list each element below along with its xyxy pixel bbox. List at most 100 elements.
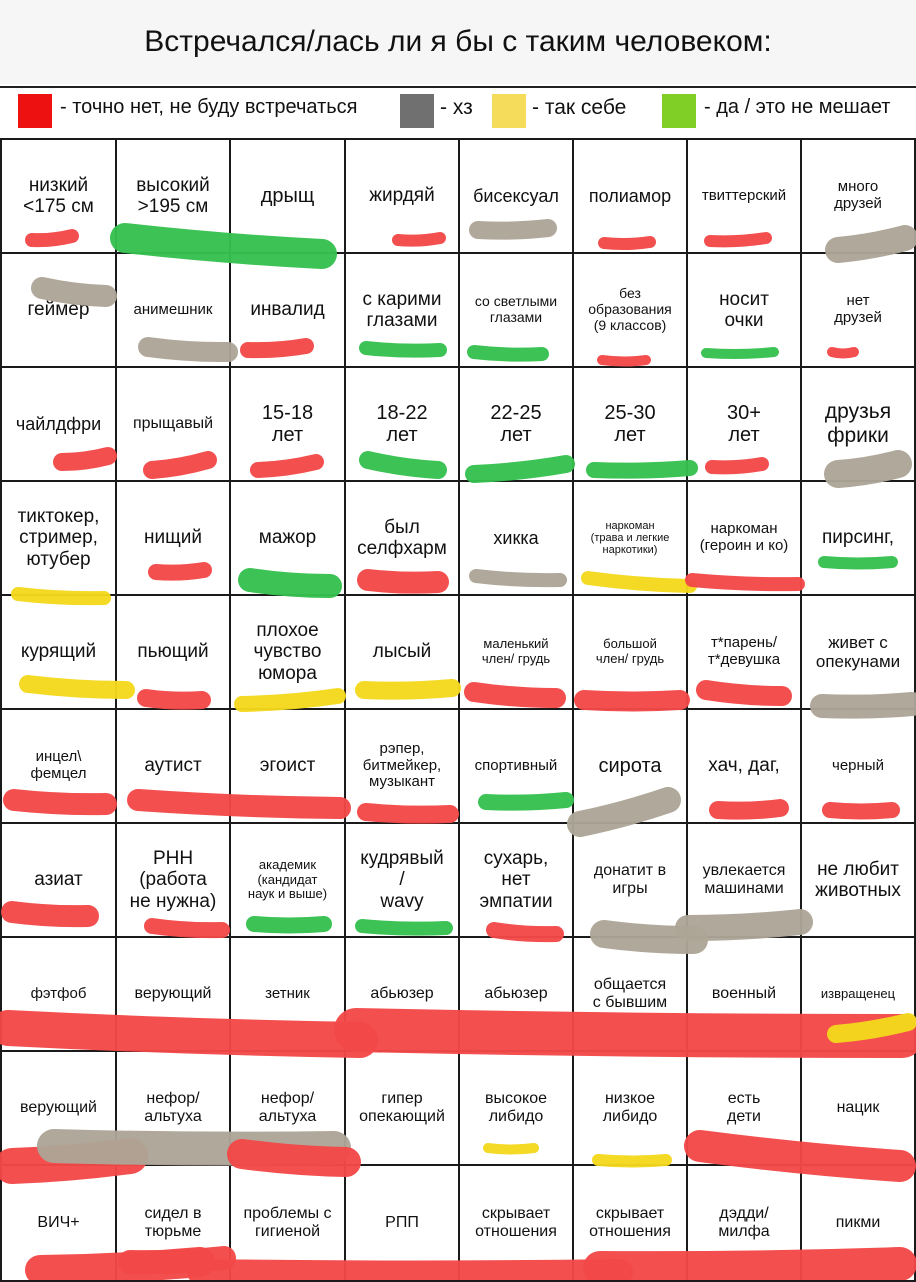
cell-label: черный bbox=[832, 756, 884, 774]
cell-label: нет друзей bbox=[834, 292, 882, 326]
cell-label: низкий <175 см bbox=[23, 174, 94, 217]
grid-cell: аутист bbox=[115, 708, 231, 824]
cell-label: бисексуал bbox=[473, 185, 559, 206]
cell-label: сидел в тюрьме bbox=[144, 1205, 202, 1240]
grid-cell: хач, даг, bbox=[686, 708, 802, 824]
grid-cell: 30+ лет bbox=[686, 366, 802, 482]
cell-label: с карими глазами bbox=[362, 288, 442, 331]
cell-label: большой член/ грудь bbox=[595, 636, 665, 666]
cell-label: хач, даг, bbox=[708, 755, 780, 777]
cell-label: верующий bbox=[134, 985, 212, 1003]
cell-label: дрыщ bbox=[260, 184, 315, 207]
cell-label: носит очки bbox=[719, 288, 769, 331]
cell-label: аутист bbox=[144, 755, 202, 777]
cell-label: без образования (9 классов) bbox=[588, 285, 672, 333]
grid-cell: пирсинг, bbox=[800, 480, 916, 596]
grid-cell: был селфхарм bbox=[344, 480, 460, 596]
grid-cell: нет друзей bbox=[800, 252, 916, 368]
grid-cell: скрывает отношения bbox=[572, 1164, 688, 1282]
grid-cell: сухарь, нет эмпатии bbox=[458, 822, 574, 938]
grid-cell: нефор/ альтуха bbox=[229, 1050, 346, 1166]
legend: - точно нет, не буду встречаться - хз - … bbox=[0, 86, 916, 140]
grid-cell: геймер bbox=[0, 252, 117, 368]
legend-label-meh: - так себе bbox=[532, 96, 627, 119]
grid-cell: проблемы с гигиеной bbox=[229, 1164, 346, 1282]
cell-label: друзья фрики bbox=[824, 400, 892, 447]
grid-cell: прыщавый bbox=[115, 366, 231, 482]
grid-cell: донатит в игры bbox=[572, 822, 688, 938]
cell-label: 15-18 лет bbox=[261, 401, 314, 446]
grid-cell: пьющий bbox=[115, 594, 231, 710]
cell-label: высокий >195 см bbox=[136, 174, 210, 217]
grid-cell: низкое либидо bbox=[572, 1050, 688, 1166]
cell-label: много друзей bbox=[834, 178, 882, 212]
cell-label: нищий bbox=[144, 527, 202, 549]
legend-label-unsure: - хз bbox=[440, 96, 473, 119]
grid-cell: абьюзер bbox=[458, 936, 574, 1052]
grid-cell: сирота bbox=[572, 708, 688, 824]
cell-label: прыщавый bbox=[132, 415, 214, 433]
cell-label: жирдяй bbox=[369, 185, 435, 207]
cell-label: военный bbox=[711, 985, 777, 1003]
grid-cell: РПП bbox=[344, 1164, 460, 1282]
grid-cell: гипер опекающий bbox=[344, 1050, 460, 1166]
grid-cell: фэтфоб bbox=[0, 936, 117, 1052]
grid-cell: со светлыми глазами bbox=[458, 252, 574, 368]
grid-cell: верующий bbox=[115, 936, 231, 1052]
cell-label: извращенец bbox=[820, 985, 896, 1001]
cell-label: дэдди/ милфа bbox=[718, 1205, 770, 1240]
cell-label: сирота bbox=[598, 754, 662, 777]
grid-cell: бисексуал bbox=[458, 138, 574, 254]
grid-cell: лысый bbox=[344, 594, 460, 710]
grid-cell: 22-25 лет bbox=[458, 366, 574, 482]
grid-cell: наркоман (героин и ко) bbox=[686, 480, 802, 596]
grid-cell: полиамор bbox=[572, 138, 688, 254]
grid-cell: РНН (работа не нужна) bbox=[115, 822, 231, 938]
grid-cell: мажор bbox=[229, 480, 346, 596]
grid-cell: нацик bbox=[800, 1050, 916, 1166]
grid-cell: носит очки bbox=[686, 252, 802, 368]
legend-swatch-yes bbox=[662, 94, 696, 128]
grid-cell: друзья фрики bbox=[800, 366, 916, 482]
cell-label: твиттерский bbox=[701, 186, 787, 204]
grid-cell: эгоист bbox=[229, 708, 346, 824]
grid-cell: курящий bbox=[0, 594, 117, 710]
grid-cell: высокое либидо bbox=[458, 1050, 574, 1166]
cell-label: абьюзер bbox=[484, 985, 548, 1003]
cell-label: сухарь, нет эмпатии bbox=[479, 848, 553, 912]
grid-cell: есть дети bbox=[686, 1050, 802, 1166]
cell-label: нефор/ альтуха bbox=[144, 1090, 202, 1125]
grid-cell: извращенец bbox=[800, 936, 916, 1052]
grid-cell: низкий <175 см bbox=[0, 138, 117, 254]
cell-label: полиамор bbox=[588, 185, 672, 206]
cell-label: ВИЧ+ bbox=[37, 1214, 80, 1232]
cell-label: РНН (работа не нужна) bbox=[129, 848, 217, 912]
grid-cell: тиктокер, стример, ютубер bbox=[0, 480, 117, 596]
legend-swatch-meh bbox=[492, 94, 526, 128]
grid-cell: не любит животных bbox=[800, 822, 916, 938]
page-title: Встречался/лась ли я бы с таким человеко… bbox=[0, 0, 916, 84]
cell-label: увлекается машинами bbox=[702, 862, 786, 897]
grid-cell: высокий >195 см bbox=[115, 138, 231, 254]
grid-cell: нищий bbox=[115, 480, 231, 596]
cell-label: фэтфоб bbox=[30, 984, 87, 1002]
cell-label: гипер опекающий bbox=[359, 1090, 445, 1125]
grid-cell: твиттерский bbox=[686, 138, 802, 254]
cell-label: скрывает отношения bbox=[589, 1205, 671, 1240]
grid-cell: дрыщ bbox=[229, 138, 346, 254]
grid-cell: сидел в тюрьме bbox=[115, 1164, 231, 1282]
cell-label: пьющий bbox=[137, 641, 209, 663]
legend-swatch-no bbox=[18, 94, 52, 128]
cell-label: спортивный bbox=[474, 756, 558, 774]
grid-cell: т*парень/ т*девушка bbox=[686, 594, 802, 710]
cell-label: 22-25 лет bbox=[490, 401, 542, 446]
cell-label: донатит в игры bbox=[593, 862, 667, 897]
grid-cell: академик (кандидат наук и выше) bbox=[229, 822, 346, 938]
grid-cell: наркоман (трава и легкие наркотики) bbox=[572, 480, 688, 596]
cell-label: кудрявый / wavy bbox=[360, 848, 444, 912]
grid-cell: дэдди/ милфа bbox=[686, 1164, 802, 1282]
grid-cell: жирдяй bbox=[344, 138, 460, 254]
grid-cell: спортивный bbox=[458, 708, 574, 824]
grid-cell: плохое чувство юмора bbox=[229, 594, 346, 710]
cell-label: живет с опекунами bbox=[815, 632, 901, 671]
